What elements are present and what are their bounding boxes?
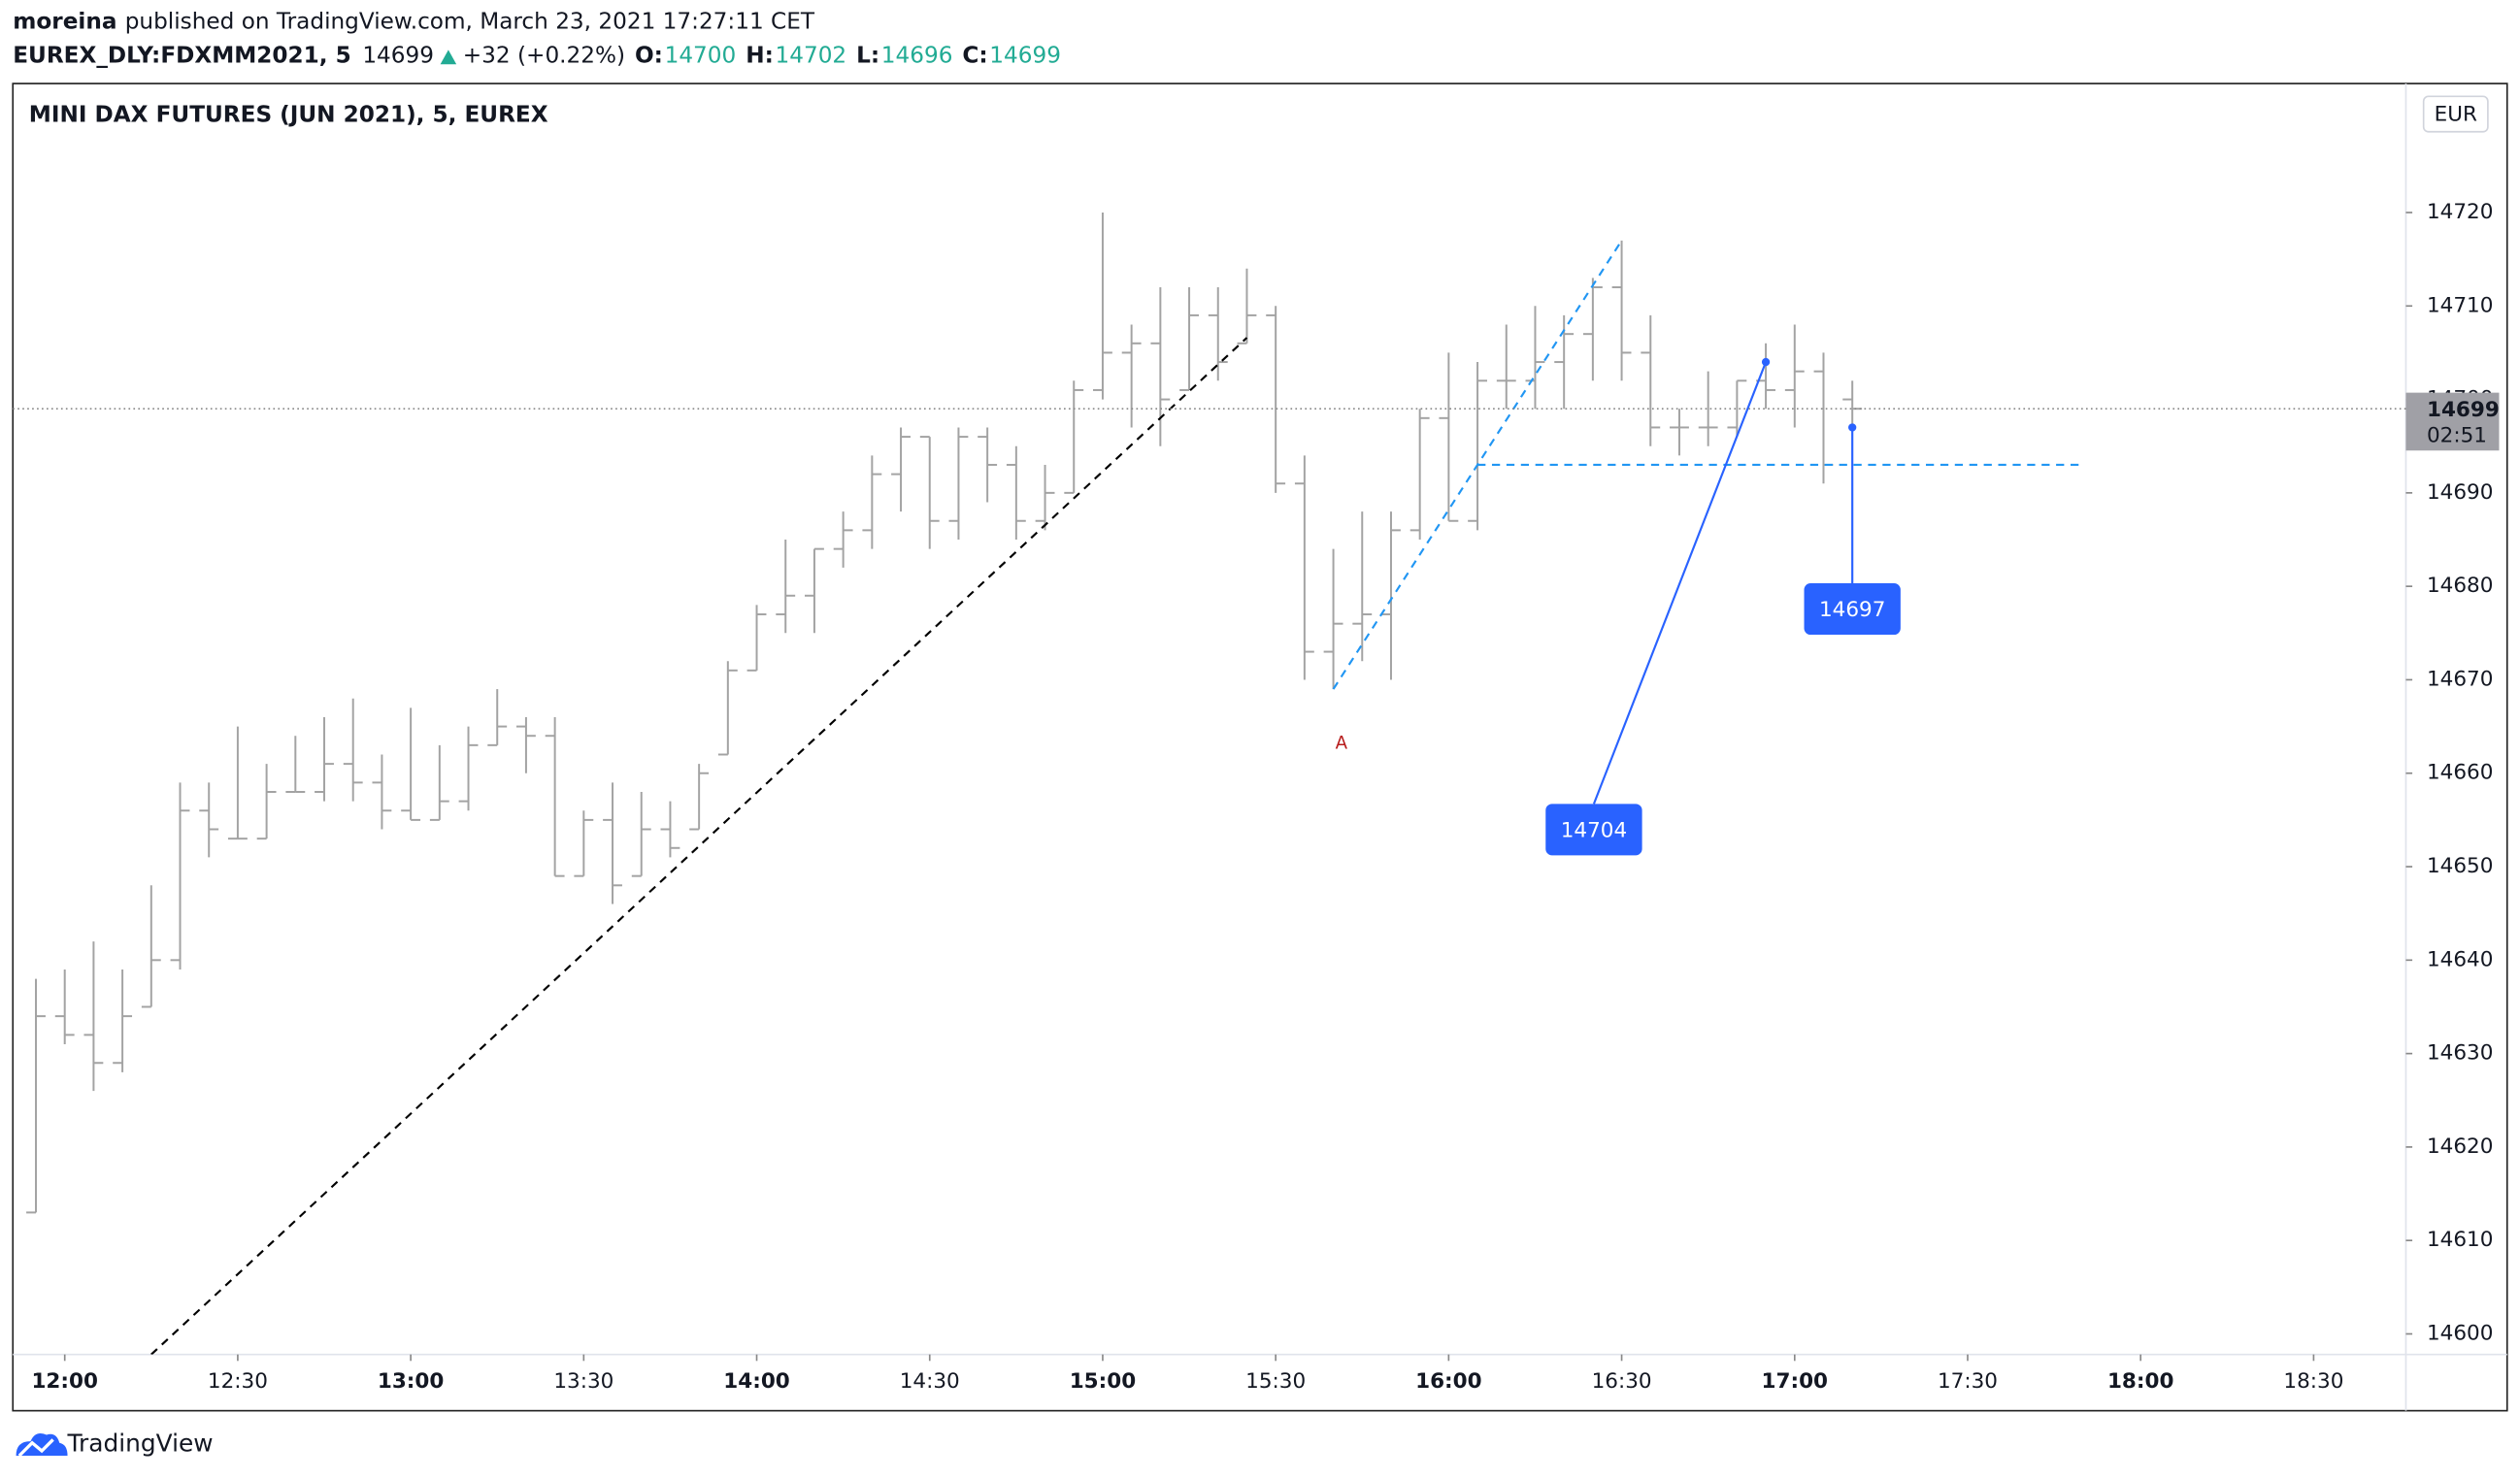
marker: A [1336, 733, 1348, 753]
countdown: 02:51 [2427, 423, 2487, 447]
y-tick-label: 14620 [2427, 1134, 2493, 1159]
ohlc-value: 14699 [989, 42, 1061, 68]
ohlc-label: O: [635, 42, 663, 68]
published: published on TradingView.com, March 23, … [125, 9, 815, 35]
y-tick-label: 14600 [2427, 1322, 2493, 1346]
y-tick-label: 14660 [2427, 761, 2493, 785]
x-tick-label: 18:00 [2107, 1369, 2174, 1394]
author: moreina [13, 9, 116, 35]
y-tick-label: 14670 [2427, 667, 2493, 691]
ohlc-value: 14696 [881, 42, 953, 68]
logo-stroke [17, 1438, 54, 1458]
y-tick-label: 14680 [2427, 574, 2493, 598]
up-triangle [440, 49, 457, 65]
x-tick-label: 18:30 [2283, 1369, 2343, 1394]
brand: TradingView [67, 1429, 214, 1457]
y-tick-label: 14640 [2427, 947, 2493, 971]
x-tick-label: 12:00 [31, 1369, 98, 1394]
y-tick-label: 14710 [2427, 293, 2493, 317]
chart-frame [12, 82, 2508, 1412]
chart-title: MINI DAX FUTURES (JUN 2021), 5, EUREX [29, 102, 548, 128]
currency: EUR [2435, 102, 2477, 126]
y-tick-label: 14690 [2427, 480, 2493, 505]
change: +32 (+0.22%) [463, 42, 625, 68]
x-tick-label: 16:30 [1592, 1369, 1652, 1394]
x-tick-label: 14:00 [723, 1369, 790, 1394]
currency-box[interactable] [2422, 95, 2489, 133]
callout-anchor [1848, 423, 1857, 432]
last: 14699 [362, 42, 434, 68]
callout-box [1804, 583, 1901, 636]
x-tick-label: 15:30 [1245, 1369, 1306, 1394]
logo-icon [16, 1432, 68, 1456]
ohlc-label: C: [962, 42, 987, 68]
ohlc-label: L: [856, 42, 879, 68]
x-tick-label: 12:30 [208, 1369, 268, 1394]
ohlc-value: 14702 [776, 42, 847, 68]
ohlc-value: 14700 [665, 42, 737, 68]
y-tick-label: 14630 [2427, 1041, 2493, 1066]
y-tick-label: 14610 [2427, 1228, 2493, 1252]
plot: 14704 14697 A [26, 212, 2083, 1355]
x-tick-label: 15:00 [1070, 1369, 1137, 1394]
callout-label: 14704 [1561, 818, 1627, 842]
last-price-box [2405, 392, 2500, 451]
callout-label: 14697 [1819, 598, 1885, 622]
y-tick-label: 14650 [2427, 854, 2493, 878]
y-tick-label: 14720 [2427, 200, 2493, 224]
x-tick-label: 17:00 [1762, 1369, 1828, 1394]
x-tick-label: 14:30 [900, 1369, 960, 1394]
callout-anchor [1761, 357, 1771, 367]
symbol: EUREX_DLY:FDXMM2021, 5 [13, 42, 350, 68]
callout-line [1592, 361, 1768, 805]
x-tick-label: 16:00 [1415, 1369, 1482, 1394]
x-tick-label: 13:30 [553, 1369, 613, 1394]
x-tick-label: 13:00 [378, 1369, 445, 1394]
ohlc-label: H: [746, 42, 774, 68]
callout-box [1545, 804, 1642, 856]
tradingview-logo: TradingView [16, 1429, 214, 1458]
x-tick-label: 17:30 [1938, 1369, 1998, 1394]
last-price-label: 14699 [2427, 398, 2500, 422]
trendline [150, 337, 1248, 1355]
